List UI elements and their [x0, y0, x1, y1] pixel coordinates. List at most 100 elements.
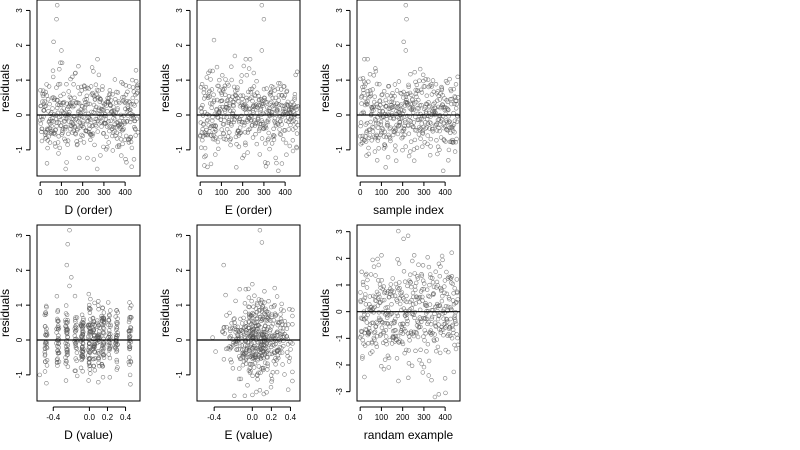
- y-tick-label: 1: [335, 77, 344, 82]
- data-point: [219, 98, 225, 103]
- data-point: [453, 300, 458, 306]
- data-point: [273, 313, 278, 318]
- data-point: [409, 298, 414, 303]
- data-point: [402, 118, 408, 123]
- data-point: [244, 330, 249, 336]
- data-point: [396, 79, 402, 84]
- data-point: [237, 343, 243, 349]
- data-point: [422, 328, 427, 333]
- data-point: [256, 297, 262, 302]
- data-point: [266, 117, 271, 122]
- data-point: [255, 302, 260, 307]
- data-point: [295, 122, 300, 128]
- data-point: [251, 344, 256, 349]
- data-point: [272, 116, 278, 121]
- data-point: [115, 144, 120, 149]
- data-point: [271, 318, 276, 323]
- data-point: [102, 112, 108, 117]
- data-point: [415, 276, 421, 281]
- data-point: [238, 316, 243, 322]
- data-point: [281, 343, 286, 349]
- data-point: [273, 155, 278, 161]
- data-point: [81, 317, 86, 323]
- data-point: [270, 342, 275, 348]
- data-point: [428, 121, 434, 126]
- data-point: [128, 107, 133, 113]
- data-point: [89, 132, 94, 137]
- data-point: [272, 133, 277, 139]
- data-point: [394, 356, 400, 361]
- data-point: [121, 113, 127, 118]
- data-point: [411, 110, 416, 115]
- x-tick-label: 300: [257, 188, 271, 197]
- y-tick-label: -1: [335, 334, 344, 342]
- data-point: [215, 139, 221, 145]
- data-point: [290, 369, 295, 375]
- data-point: [409, 92, 414, 98]
- data-point: [402, 326, 407, 332]
- data-point: [370, 87, 375, 92]
- data-point: [131, 101, 136, 107]
- data-point: [108, 103, 113, 109]
- data-point: [455, 74, 460, 80]
- data-point: [373, 273, 378, 278]
- data-points: [210, 228, 295, 398]
- data-point: [60, 130, 65, 136]
- data-point: [387, 294, 392, 300]
- data-point: [428, 153, 433, 158]
- data-point: [104, 145, 110, 150]
- data-point: [64, 262, 70, 268]
- data-point: [45, 97, 51, 102]
- data-point: [63, 358, 69, 363]
- data-point: [420, 263, 426, 268]
- data-point: [245, 130, 251, 135]
- data-point: [284, 326, 290, 331]
- data-point: [272, 311, 278, 316]
- data-point: [366, 145, 371, 151]
- data-point: [90, 133, 95, 138]
- data-point: [439, 328, 444, 333]
- data-point: [216, 146, 221, 152]
- data-point: [377, 294, 382, 299]
- data-point: [369, 339, 375, 345]
- data-point: [402, 132, 407, 138]
- data-point: [276, 93, 282, 98]
- data-point: [390, 276, 395, 281]
- data-point: [419, 273, 425, 278]
- data-point: [257, 152, 262, 157]
- data-point: [199, 105, 204, 111]
- data-point: [66, 89, 71, 94]
- data-point: [376, 105, 382, 111]
- data-point: [71, 114, 77, 119]
- data-point: [201, 90, 207, 95]
- data-point: [248, 87, 253, 92]
- data-point: [433, 81, 439, 87]
- data-point: [102, 120, 107, 126]
- data-point: [122, 100, 128, 106]
- plot-frame: [36, 224, 141, 402]
- data-point: [135, 82, 140, 88]
- data-point: [63, 361, 68, 366]
- data-point: [375, 321, 380, 326]
- data-point: [44, 381, 49, 386]
- data-point: [383, 165, 388, 170]
- data-point: [443, 347, 448, 353]
- data-point: [264, 333, 269, 338]
- data-point: [294, 131, 300, 136]
- data-point: [243, 309, 248, 315]
- data-point: [100, 315, 106, 321]
- data-point: [115, 310, 121, 315]
- data-point: [55, 316, 60, 322]
- data-point: [423, 331, 428, 336]
- data-point: [65, 242, 70, 247]
- data-point: [63, 319, 68, 325]
- data-point: [454, 277, 459, 282]
- data-point: [439, 117, 445, 122]
- data-point: [398, 107, 404, 113]
- plot-frame: [196, 224, 301, 402]
- data-point: [89, 65, 95, 70]
- data-point: [444, 269, 449, 275]
- data-point: [448, 276, 454, 281]
- data-point: [209, 133, 214, 138]
- data-point: [269, 141, 275, 146]
